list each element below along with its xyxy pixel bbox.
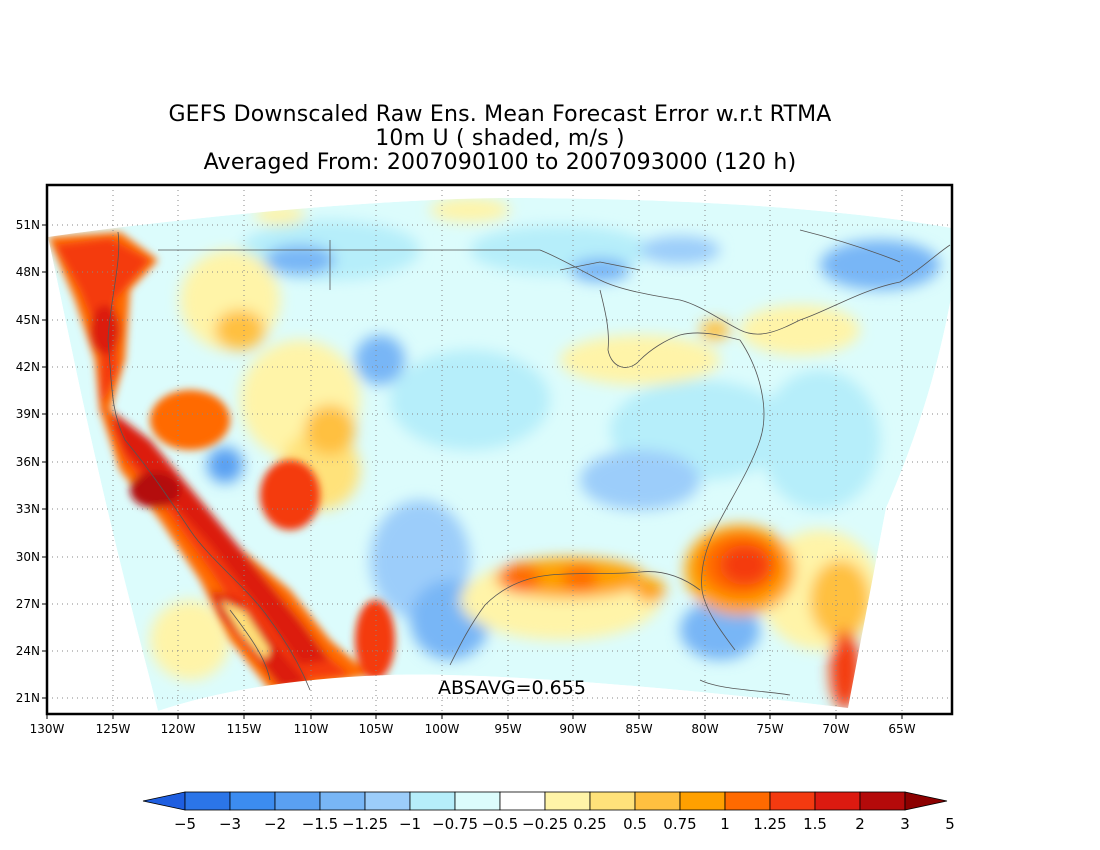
shaded-field xyxy=(48,198,952,711)
colorbar-label: −1.5 xyxy=(302,815,338,833)
tick-marks xyxy=(42,224,903,719)
title-line-2: 10m U ( shaded, m/s ) xyxy=(375,126,625,151)
colorbar-right-arrow xyxy=(904,791,948,811)
lon-tick-label: 70W xyxy=(822,722,849,736)
colorbar-label: −0.75 xyxy=(432,815,478,833)
colorbar-label: −3 xyxy=(219,815,241,833)
title-line-1: GEFS Downscaled Raw Ens. Mean Forecast E… xyxy=(168,102,832,127)
colorbar-label: 1.5 xyxy=(803,815,827,833)
lon-tick-label: 85W xyxy=(625,722,652,736)
lat-tick-label: 51N xyxy=(16,218,40,232)
colorbar-label: 2 xyxy=(855,815,865,833)
colorbar-label: −0.5 xyxy=(482,815,518,833)
lat-tick-label: 21N xyxy=(16,691,40,705)
lon-tick-label: 115W xyxy=(227,722,262,736)
lon-tick-label: 65W xyxy=(888,722,915,736)
lon-tick-label: 100W xyxy=(425,722,460,736)
colorbar-cell xyxy=(364,791,411,811)
colorbar-cell xyxy=(499,791,546,811)
colorbar: −5 −3 −2 −1.5 −1.25 −1 −0.75 −0.5 −0.25 0.25 0.5 0.… xyxy=(142,791,955,833)
colorbar-cell xyxy=(229,791,276,811)
colorbar-cell xyxy=(454,791,501,811)
map-frame xyxy=(45,183,954,716)
colorbar-cell xyxy=(274,791,321,811)
colorbar-cell xyxy=(589,791,636,811)
lon-tick-label: 105W xyxy=(359,722,394,736)
colorbar-cell xyxy=(769,791,816,811)
colorbar-cell xyxy=(679,791,726,811)
lon-tick-label: 125W xyxy=(96,722,131,736)
colorbar-cell xyxy=(724,791,771,811)
lon-tick-label: 130W xyxy=(30,722,65,736)
absavg-annotation: ABSAVG=0.655 xyxy=(438,677,586,699)
colorbar-cell xyxy=(859,791,906,811)
lat-tick-label: 30N xyxy=(16,550,40,564)
colorbar-left-arrow xyxy=(142,791,186,811)
lat-tick-label: 24N xyxy=(16,644,40,658)
colorbar-cell xyxy=(544,791,591,811)
colorbar-cell xyxy=(814,791,861,811)
lon-tick-label: 120W xyxy=(161,722,196,736)
colorbar-label: 1 xyxy=(720,815,730,833)
lat-tick-label: 45N xyxy=(16,313,40,327)
colorbar-label: −1 xyxy=(399,815,421,833)
title-line-3: Averaged From: 2007090100 to 2007093000 … xyxy=(203,150,797,175)
colorbar-label: −2 xyxy=(264,815,286,833)
lat-tick-label: 39N xyxy=(16,407,40,421)
colorbar-label: −1.25 xyxy=(342,815,388,833)
lat-tick-label: 27N xyxy=(16,597,40,611)
colorbar-label: 0.75 xyxy=(663,815,696,833)
lat-tick-label: 33N xyxy=(16,502,40,516)
gridlines xyxy=(47,185,952,714)
colorbar-label: 5 xyxy=(945,815,955,833)
colorbar-cell xyxy=(634,791,681,811)
colorbar-cell xyxy=(319,791,366,811)
colorbar-cell xyxy=(184,791,231,811)
lon-tick-label: 75W xyxy=(756,722,783,736)
colorbar-label: −5 xyxy=(174,815,196,833)
colorbar-label: 3 xyxy=(900,815,910,833)
colorbar-label: 0.5 xyxy=(623,815,647,833)
colorbar-label: 0.25 xyxy=(573,815,606,833)
lat-tick-label: 36N xyxy=(16,455,40,469)
lon-tick-label: 80W xyxy=(691,722,718,736)
lat-tick-label: 42N xyxy=(16,360,40,374)
coastlines xyxy=(107,229,951,696)
colorbar-cell xyxy=(409,791,456,811)
colorbar-label: −0.25 xyxy=(522,815,568,833)
lon-tick-label: 95W xyxy=(494,722,521,736)
lat-tick-label: 48N xyxy=(16,265,40,279)
colorbar-label: 1.25 xyxy=(753,815,786,833)
lon-tick-label: 90W xyxy=(559,722,586,736)
lon-tick-label: 110W xyxy=(294,722,329,736)
